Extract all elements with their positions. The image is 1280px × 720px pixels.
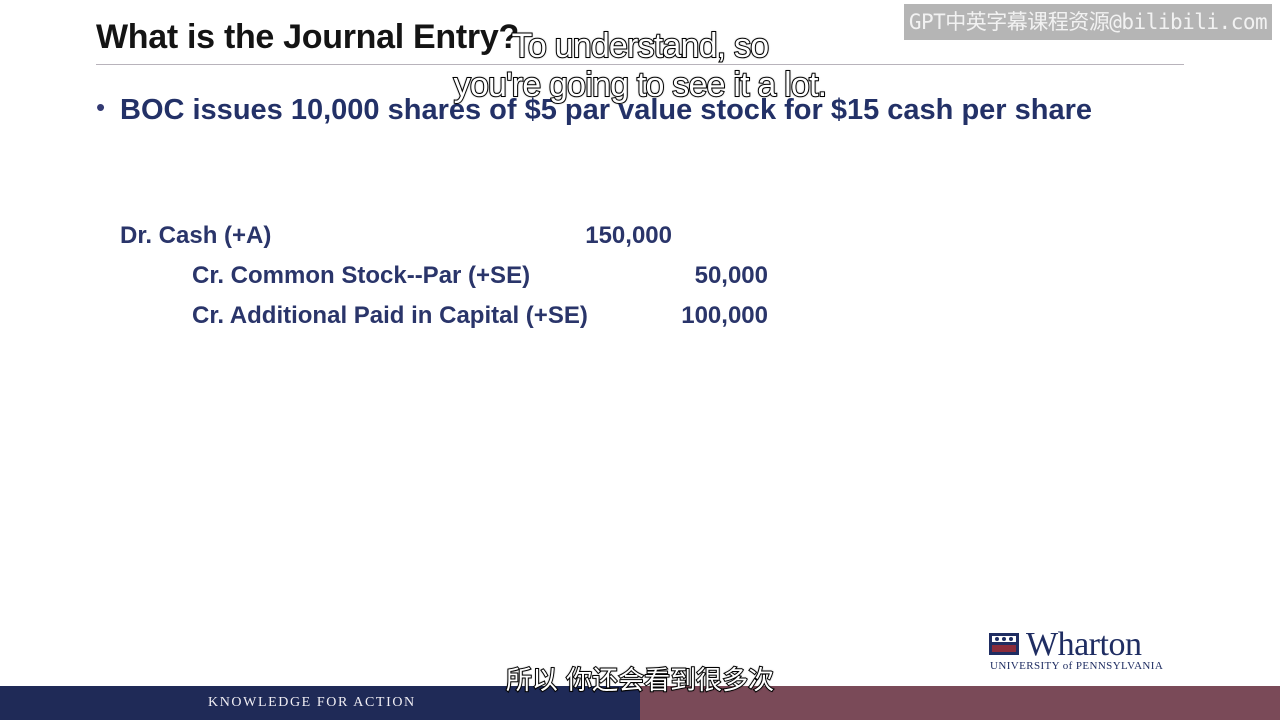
university-name: UNIVERSITY of PENNSYLVANIA (990, 660, 1164, 672)
bullet-icon: • (96, 92, 106, 122)
credit-common-stock-amount: 50,000 (694, 262, 768, 289)
footer-tagline: KNOWLEDGE FOR ACTION (208, 695, 416, 710)
slide-title: What is the Journal Entry? (96, 18, 519, 56)
debit-cash-amount: 150,000 (585, 222, 672, 249)
title-divider (96, 64, 1184, 65)
subtitle-english-line1: To understand, so (511, 26, 771, 66)
wharton-wordmark: Wharton (1026, 626, 1142, 663)
subtitle-chinese: 所以 你还会看到很多次 (505, 665, 775, 697)
wharton-logo: Wharton UNIVERSITY of PENNSYLVANIA (988, 626, 1198, 673)
footer-bar-left (0, 686, 640, 720)
credit-common-stock-label: Cr. Common Stock--Par (+SE) (192, 262, 531, 289)
credit-apic-amount: 100,000 (681, 302, 768, 329)
subtitle-english-line2: you're going to see it a lot. (453, 65, 828, 105)
credit-apic-label: Cr. Additional Paid in Capital (+SE) (192, 302, 588, 329)
watermark: GPT中英字幕课程资源@bilibili.com (904, 4, 1272, 40)
bullet-text: BOC issues 10,000 shares of $5 par value… (120, 94, 1093, 126)
footer-bar-right (640, 686, 1280, 720)
debit-cash-label: Dr. Cash (+A) (120, 222, 272, 249)
shield-icon (989, 633, 1019, 655)
